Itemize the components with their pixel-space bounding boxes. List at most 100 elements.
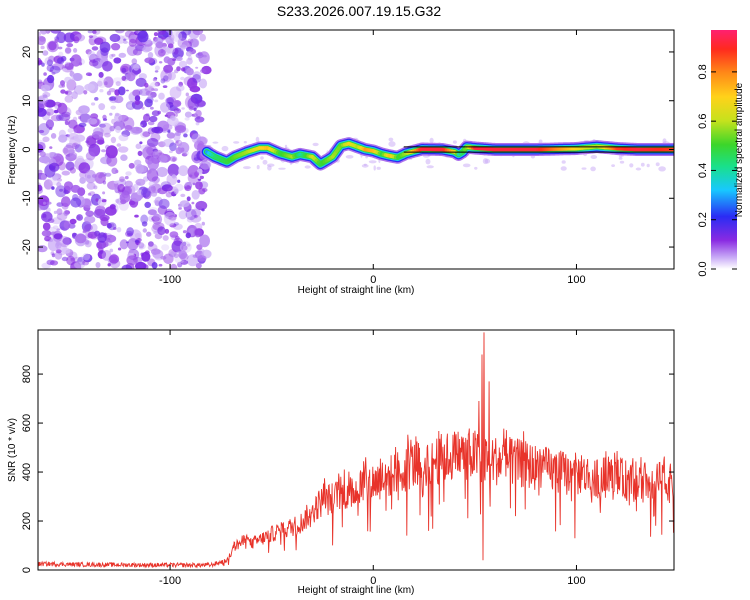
noise-blob bbox=[168, 34, 175, 41]
noise-blob bbox=[180, 259, 189, 265]
noise-blob bbox=[160, 181, 172, 189]
noise-blob bbox=[143, 113, 151, 123]
noise-blob bbox=[177, 37, 188, 49]
noise-blob bbox=[176, 66, 181, 72]
noise-blob bbox=[41, 62, 45, 67]
noise-blob bbox=[78, 105, 90, 114]
noise-blob bbox=[73, 48, 78, 53]
noise-blob bbox=[140, 214, 149, 224]
noise-blob bbox=[116, 227, 122, 233]
colorbar-tick-label: 0.4 bbox=[697, 163, 709, 178]
y-tick-label: 600 bbox=[21, 414, 33, 432]
noise-blob bbox=[195, 66, 199, 69]
noise-blob bbox=[425, 158, 431, 165]
noise-blob bbox=[196, 100, 206, 107]
noise-blob bbox=[186, 216, 194, 223]
noise-blob bbox=[38, 155, 51, 164]
noise-blob bbox=[122, 40, 128, 44]
noise-blob bbox=[133, 63, 140, 71]
y-tick-label: 400 bbox=[21, 463, 33, 481]
snr-series-line bbox=[38, 332, 674, 569]
noise-blob bbox=[175, 147, 183, 155]
noise-blob bbox=[98, 103, 106, 111]
noise-blob bbox=[146, 231, 152, 237]
noise-blob bbox=[38, 129, 45, 134]
noise-blob bbox=[162, 85, 168, 88]
noise-blob bbox=[147, 94, 153, 99]
noise-blob bbox=[62, 147, 69, 154]
noise-blob bbox=[86, 182, 96, 190]
noise-blob bbox=[49, 152, 58, 158]
noise-blob bbox=[170, 115, 176, 120]
noise-blob bbox=[91, 102, 96, 106]
noise-blob bbox=[165, 36, 174, 44]
noise-blob bbox=[65, 143, 75, 149]
noise-blob bbox=[429, 137, 434, 144]
bottom-y-axis-label: SNR (10 * v/v) bbox=[7, 418, 18, 482]
noise-blob bbox=[88, 35, 94, 38]
noise-blob bbox=[111, 167, 118, 174]
noise-blob bbox=[57, 46, 63, 50]
bottom-x-ticks: -100 0 100 bbox=[159, 330, 586, 587]
noise-blob bbox=[45, 207, 51, 213]
noise-blob bbox=[62, 237, 72, 245]
noise-blob bbox=[126, 227, 134, 236]
noise-blob bbox=[184, 117, 190, 121]
noise-blob bbox=[581, 167, 587, 170]
noise-blob bbox=[110, 105, 116, 110]
noise-blob bbox=[58, 134, 68, 143]
noise-blob bbox=[87, 30, 94, 34]
noise-blob bbox=[46, 259, 55, 265]
noise-blob bbox=[97, 77, 107, 88]
y-tick-label: -10 bbox=[21, 190, 33, 206]
noise-blob bbox=[78, 116, 81, 120]
noise-blob bbox=[83, 90, 88, 95]
noise-blob bbox=[85, 169, 97, 184]
noise-blob bbox=[106, 222, 112, 229]
noise-blob bbox=[160, 255, 167, 260]
noise-blob bbox=[91, 223, 98, 232]
noise-blob bbox=[65, 161, 75, 171]
noise-blob bbox=[169, 263, 178, 269]
colorbar-tick-label: 0.8 bbox=[697, 64, 709, 79]
noise-blob bbox=[134, 95, 141, 102]
noise-blob bbox=[82, 253, 91, 261]
colorbar-tick-label: 0.2 bbox=[697, 212, 709, 227]
noise-blob bbox=[109, 33, 121, 43]
noise-blob bbox=[69, 167, 77, 174]
noise-blob bbox=[199, 33, 207, 42]
noise-blob bbox=[109, 96, 117, 101]
noise-blob bbox=[169, 142, 177, 152]
noise-blob bbox=[38, 35, 46, 46]
noise-blob bbox=[84, 83, 95, 92]
noise-blob bbox=[45, 108, 55, 116]
noise-blob bbox=[115, 198, 120, 204]
noise-blob bbox=[46, 111, 51, 116]
noise-blob bbox=[40, 84, 51, 92]
noise-blob bbox=[160, 78, 166, 84]
noise-blob bbox=[116, 143, 122, 147]
noise-blob bbox=[124, 175, 129, 180]
noise-blob bbox=[193, 154, 200, 162]
y-tick-label: 800 bbox=[21, 365, 33, 383]
noise-blob bbox=[221, 145, 229, 152]
noise-blob bbox=[50, 30, 62, 34]
noise-blob bbox=[129, 34, 136, 40]
noise-blob bbox=[64, 47, 72, 55]
noise-blob bbox=[38, 143, 44, 153]
noise-blob bbox=[166, 116, 179, 127]
noise-blob bbox=[262, 159, 268, 165]
noise-blob bbox=[165, 191, 173, 198]
noise-blob bbox=[191, 201, 195, 205]
noise-blob bbox=[113, 95, 124, 104]
noise-blob bbox=[49, 127, 53, 131]
noise-blob bbox=[151, 262, 158, 269]
noise-blob bbox=[135, 261, 147, 269]
noise-blob bbox=[128, 200, 136, 206]
noise-blob bbox=[138, 242, 145, 249]
noise-blob bbox=[166, 132, 176, 139]
noise-blob bbox=[388, 141, 396, 147]
noise-blob bbox=[109, 125, 115, 132]
noise-blob bbox=[176, 56, 183, 61]
noise-blob bbox=[197, 255, 207, 262]
